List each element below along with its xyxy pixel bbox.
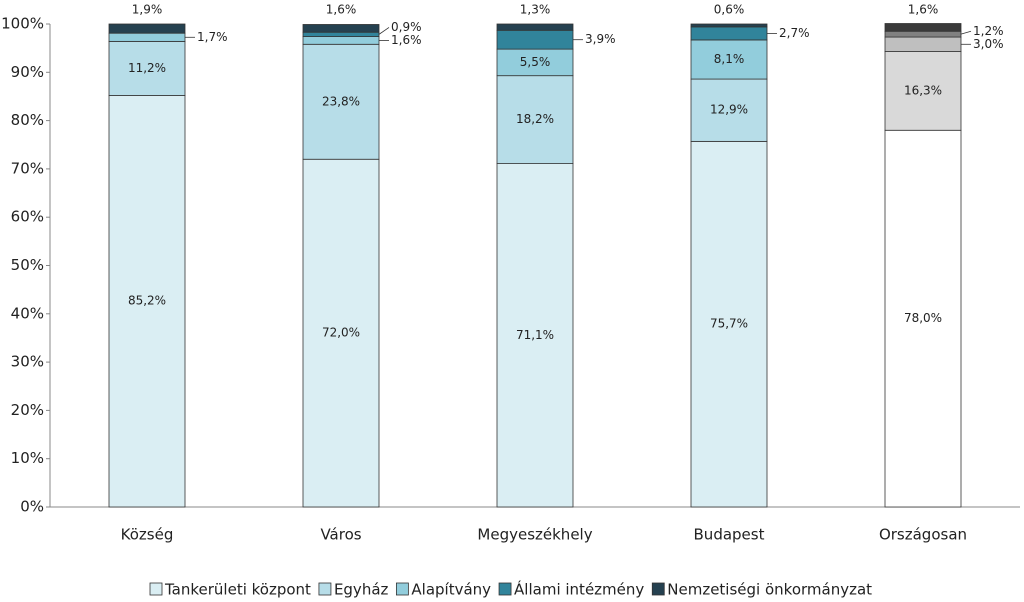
y-tick-label: 90% — [11, 63, 44, 81]
x-tick-label: Község — [121, 526, 174, 544]
bar-segment — [690, 23, 768, 28]
legend-label: Tankerületi központ — [164, 581, 311, 599]
value-label: 23,8% — [322, 94, 360, 108]
leader-line — [960, 30, 972, 35]
y-tick-label: 20% — [11, 401, 44, 419]
value-label: 3,0% — [973, 37, 1004, 51]
legend-label: Alapítvány — [411, 581, 491, 599]
value-label: 16,3% — [904, 83, 942, 97]
y-tick-label: 10% — [11, 449, 44, 467]
value-label: 1,7% — [197, 30, 228, 44]
leader-line — [378, 27, 390, 35]
value-label: 1,9% — [132, 3, 163, 17]
value-label: 3,9% — [585, 32, 616, 46]
value-label: 1,3% — [520, 3, 551, 17]
bar-segment — [496, 23, 574, 31]
bar-segment — [302, 43, 380, 160]
x-tick-label: Város — [320, 526, 361, 544]
bar-segment — [496, 75, 574, 164]
bar-segment — [302, 36, 380, 45]
bar-segment — [884, 129, 962, 508]
bar-segment — [884, 51, 962, 131]
legend-swatch — [498, 582, 512, 596]
y-tick-label: 60% — [11, 208, 44, 226]
bar-segment — [496, 163, 574, 508]
y-tick-label: 0% — [20, 498, 44, 516]
value-label: 12,9% — [710, 103, 748, 117]
bar-segment — [302, 24, 380, 33]
bar-segment — [690, 78, 768, 142]
bar-segment — [690, 26, 768, 41]
bar-segment — [108, 23, 186, 34]
value-label: 72,0% — [322, 326, 360, 340]
y-tick-label: 40% — [11, 304, 44, 322]
x-tick-label: Megyeszékhely — [477, 526, 592, 544]
legend-label: Állami intézmény — [514, 580, 644, 599]
value-label: 1,6% — [391, 33, 422, 47]
legend-swatch — [318, 582, 332, 596]
value-label: 1,6% — [908, 3, 939, 17]
y-tick-label: 80% — [11, 111, 44, 129]
value-label: 18,2% — [516, 112, 554, 126]
value-label: 8,1% — [714, 52, 745, 66]
legend-swatch — [651, 582, 665, 596]
legend-swatch — [395, 582, 409, 596]
bar-segment — [884, 30, 962, 38]
value-label: 11,2% — [128, 61, 166, 75]
y-tick-label: 100% — [1, 15, 44, 33]
legend-swatch — [149, 582, 163, 596]
bar-segment — [302, 158, 380, 508]
value-label: 85,2% — [128, 294, 166, 308]
legend-label: Egyház — [334, 581, 389, 599]
bar-segment — [884, 36, 962, 52]
value-label: 1,2% — [973, 24, 1004, 38]
value-label: 0,6% — [714, 3, 745, 17]
bar-segment — [884, 23, 962, 32]
bar-segment — [496, 29, 574, 50]
value-label: 5,5% — [520, 55, 551, 69]
x-tick-label: Országosan — [879, 526, 967, 544]
bar-segment — [108, 40, 186, 96]
value-label: 71,1% — [516, 328, 554, 342]
bar-segment — [690, 140, 768, 508]
bar-segment — [302, 31, 380, 37]
y-tick-label: 70% — [11, 159, 44, 177]
bar-segment — [690, 39, 768, 80]
legend-label: Nemzetiségi önkormányzat — [667, 581, 872, 599]
value-label: 1,6% — [326, 3, 357, 17]
value-label: 0,9% — [391, 20, 422, 34]
bar-segment — [108, 32, 186, 42]
bar-segment — [108, 95, 186, 508]
value-label: 78,0% — [904, 311, 942, 325]
y-tick-label: 30% — [11, 353, 44, 371]
x-tick-label: Budapest — [694, 526, 765, 544]
value-label: 75,7% — [710, 317, 748, 331]
y-tick-label: 50% — [11, 256, 44, 274]
value-label: 2,7% — [779, 26, 810, 40]
